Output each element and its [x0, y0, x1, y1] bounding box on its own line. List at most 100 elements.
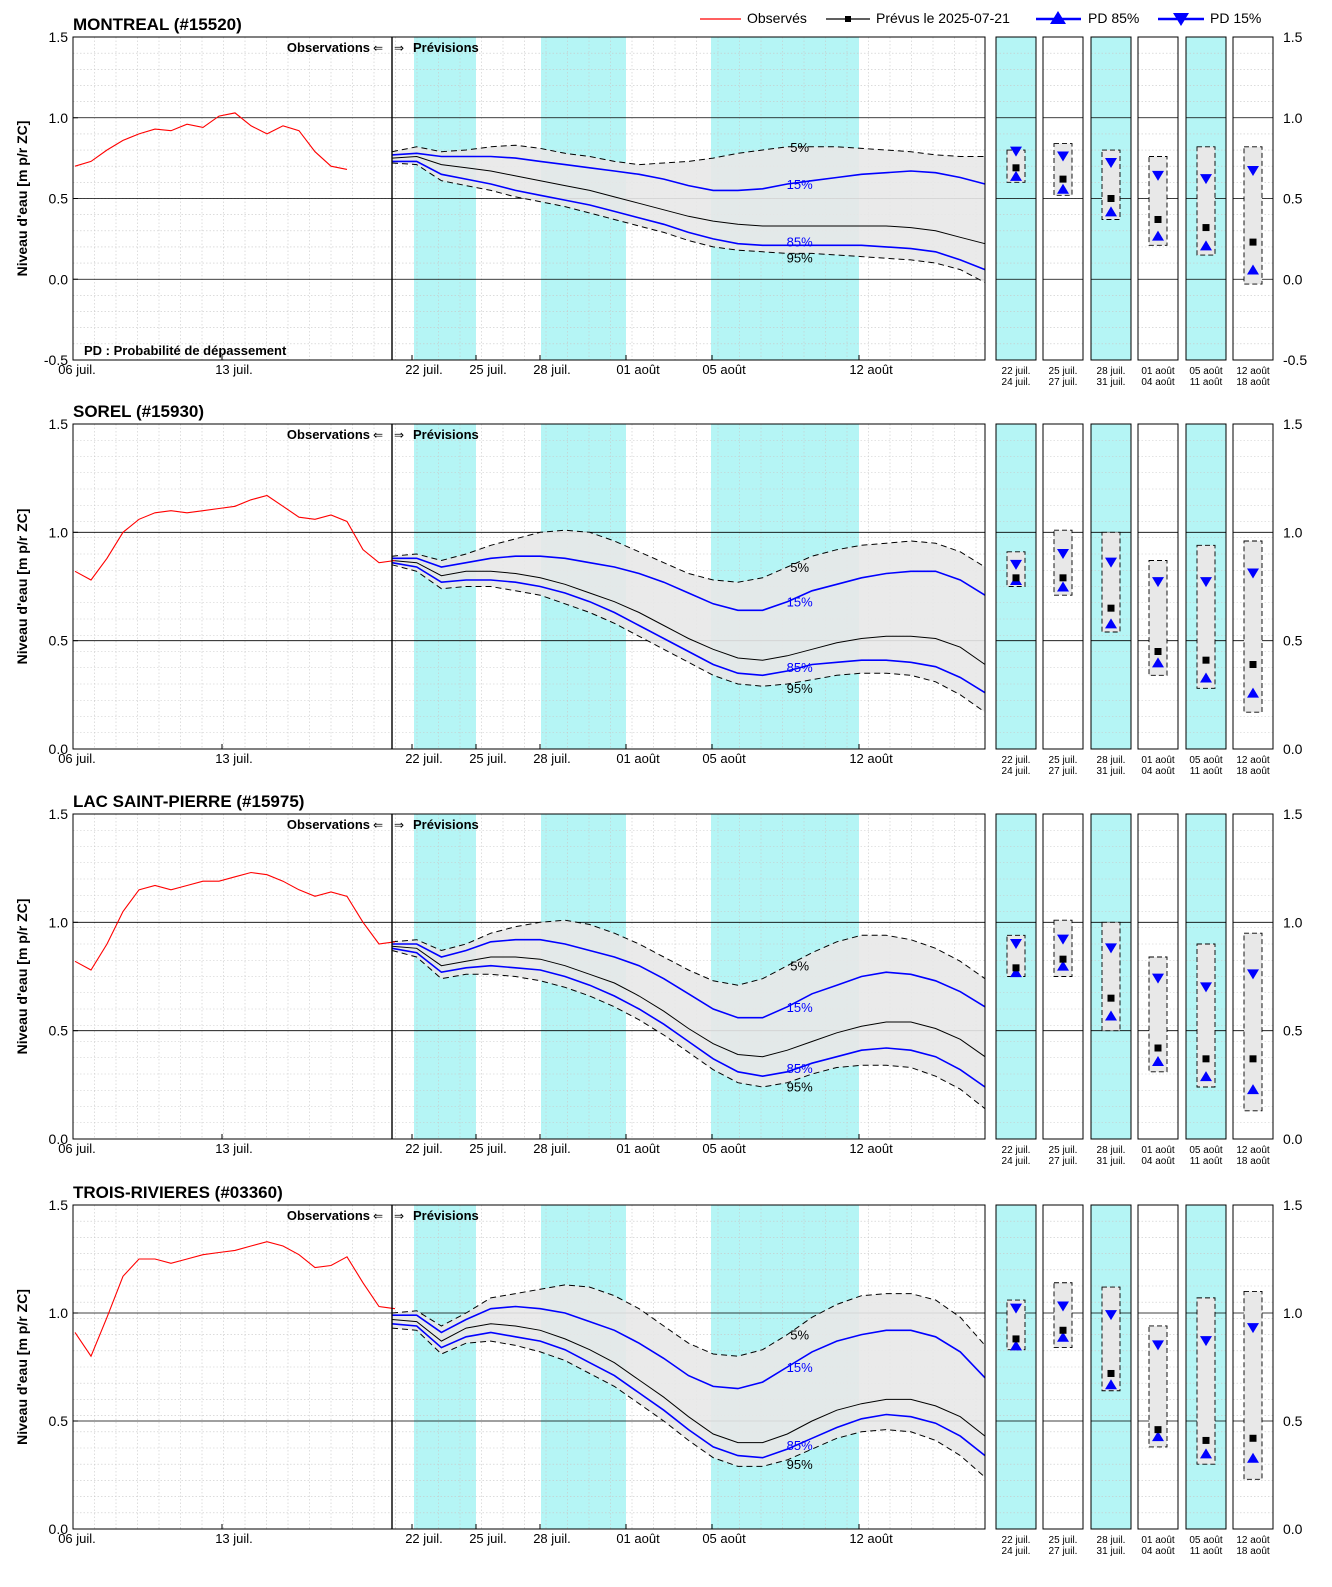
pd85-marker — [1200, 1448, 1212, 1459]
pd85-marker — [1057, 581, 1069, 592]
period-end-label: 27 juil. — [1049, 1546, 1078, 1557]
x-tick-label: 05 août — [702, 751, 746, 766]
pd15-marker — [1247, 1323, 1259, 1334]
y-tick-label-right: 1.5 — [1283, 1197, 1303, 1213]
x-tick-label: 12 août — [849, 362, 893, 377]
arrow-left-icon: ⇐ — [373, 428, 383, 442]
plot-frame — [72, 423, 986, 750]
arrow-right-icon: ⇒ — [394, 1209, 404, 1223]
p15-line — [392, 1305, 986, 1390]
pd15-marker — [1247, 166, 1259, 177]
range-box — [1243, 146, 1263, 285]
period-start-label: 05 août — [1189, 755, 1223, 766]
range-box — [1196, 544, 1216, 689]
pd85-marker — [1010, 170, 1022, 181]
y-tick-label-right: 0.0 — [1283, 741, 1303, 757]
forecast-marker — [1107, 1369, 1115, 1377]
period-box: 22 juil.24 juil. — [995, 36, 1037, 388]
range-box — [1148, 1325, 1168, 1448]
y-tick-label: 1.0 — [49, 1305, 69, 1321]
median-forecast-line — [391, 1319, 986, 1444]
median-forecast-line — [391, 560, 986, 665]
label-p85: 85% — [787, 660, 813, 675]
pd15-marker — [1010, 939, 1022, 949]
range-box — [1196, 146, 1216, 256]
period-box-frame — [1042, 813, 1084, 1140]
pd15-marker — [1010, 146, 1022, 157]
x-tick-label: 06 juil. — [58, 751, 96, 766]
pd15-marker — [1105, 157, 1117, 168]
pd85-marker — [1105, 206, 1117, 217]
period-box: 25 juil.27 juil. — [1042, 36, 1084, 388]
y-tick-label-right: 0.5 — [1283, 633, 1303, 649]
y-tick-label-right: 1.0 — [1283, 110, 1303, 126]
label-p95: 95% — [787, 1457, 813, 1472]
label-p5: 5% — [790, 140, 809, 155]
observations-label: Observations — [287, 40, 370, 55]
range-box — [1148, 156, 1168, 246]
x-tick-label: 28 juil. — [533, 362, 571, 377]
legend-pd85-label: PD 85% — [1088, 10, 1139, 26]
y-tick-label-right: 1.0 — [1283, 1305, 1303, 1321]
period-start-label: 25 juil. — [1049, 366, 1078, 377]
panel-2: LAC SAINT-PIERRE (#15975) 5% 15% 85% 95% Obse… — [14, 792, 1303, 1167]
label-p15: 15% — [787, 177, 813, 192]
y-tick-label: 1.0 — [49, 914, 69, 930]
forecast-marker — [1107, 195, 1115, 202]
y-tick-label-right: -0.5 — [1283, 352, 1307, 368]
period-end-label: 18 août — [1236, 1156, 1270, 1167]
pd15-marker — [1057, 151, 1069, 162]
period-end-label: 24 juil. — [1002, 1546, 1031, 1557]
y-tick-label-right: 1.0 — [1283, 914, 1303, 930]
y-tick-label-right: 1.5 — [1283, 29, 1303, 45]
range-box — [1053, 919, 1073, 977]
period-start-label: 25 juil. — [1049, 1535, 1078, 1546]
period-box-frame — [995, 423, 1037, 750]
y-tick-label-right: 0.0 — [1283, 1521, 1303, 1537]
forecast-marker — [1012, 1335, 1020, 1343]
period-end-label: 31 juil. — [1097, 1156, 1126, 1167]
forecast-marker — [1202, 656, 1210, 664]
y-tick-label-right: 0.0 — [1283, 271, 1303, 287]
period-end-label: 27 juil. — [1049, 766, 1078, 777]
period-box-frame — [1232, 1204, 1274, 1530]
period-box-frame — [1090, 36, 1132, 361]
period-start-label: 25 juil. — [1049, 1145, 1078, 1156]
arrow-left-icon: ⇐ — [373, 1209, 383, 1223]
pd15-marker — [1152, 577, 1164, 588]
period-box-frame — [995, 1204, 1037, 1530]
period-end-label: 24 juil. — [1002, 766, 1031, 777]
y-tick-label: 0.0 — [49, 741, 69, 757]
forecast-marker — [1202, 1055, 1210, 1063]
pd15-marker — [1057, 934, 1069, 945]
uncertainty-band — [392, 145, 985, 283]
pd15-marker — [1200, 174, 1212, 185]
period-box: 25 juil.27 juil. — [1042, 1204, 1084, 1557]
legend-observed-label: Observés — [747, 10, 807, 26]
panel-1: SOREL (#15930) 5% 15% 85% 95% Observations ⇐ ⇒ P… — [14, 402, 1303, 777]
period-box-frame — [1042, 36, 1084, 361]
period-box-frame — [1137, 36, 1179, 361]
arrow-left-icon: ⇐ — [373, 818, 383, 832]
label-p85: 85% — [787, 1061, 813, 1076]
range-box — [1101, 921, 1121, 1032]
forecast-marker — [1059, 175, 1067, 183]
y-tick-label-right: 0.5 — [1283, 1413, 1303, 1429]
pd15-marker — [1200, 577, 1212, 588]
period-box-frame — [1185, 1204, 1227, 1530]
range-box — [1053, 529, 1073, 596]
forecasts-label: Prévisions — [413, 1208, 479, 1223]
forecast-marker — [1154, 1426, 1162, 1434]
forecast-marker — [1059, 955, 1067, 963]
forecast-marker — [1249, 238, 1257, 246]
uncertainty-band — [392, 530, 985, 713]
period-start-label: 12 août — [1236, 366, 1270, 377]
p15-line — [391, 152, 986, 192]
observations-label: Observations — [287, 817, 370, 832]
pd15-marker — [1105, 557, 1117, 568]
pd85-marker — [1105, 618, 1117, 629]
